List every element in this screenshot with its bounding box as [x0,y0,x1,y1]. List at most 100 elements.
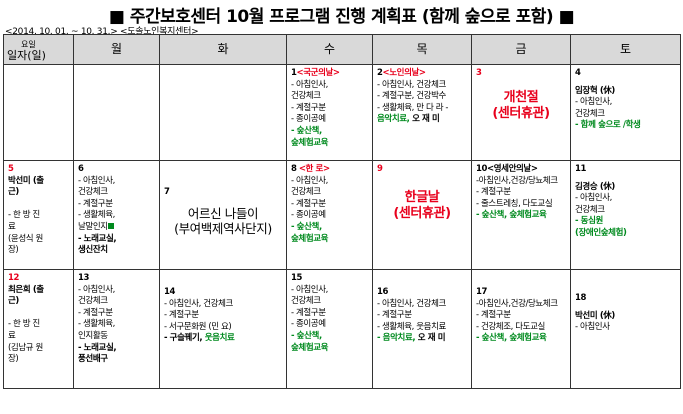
activity: - 한 방 진 [8,210,40,221]
holiday-label: (센터휴관) [393,205,451,221]
activity: 날말인지 [78,221,108,232]
header-day: 토 [570,34,681,65]
day-number: 1 [291,68,297,78]
activity: - 아침인사, 건강체크 [164,298,233,309]
day-number: 9 [377,164,383,174]
day-cell: 4 임장혁 (休) - 아침인사, 건강체크 - 함께 숲으로 /학생 [570,64,681,161]
day-number: 4 [575,68,581,78]
week-row: 1<국군의날> - 아침인사, 건강체크 - 계절구분 - 종이공예 - 숲산책… [3,64,681,161]
activity: - 서구문화원 (민 요) [164,321,232,332]
holiday-label: 개천절 [503,89,539,105]
activity: - 아침인사, [291,175,328,186]
day-number: 8 [291,164,297,174]
holiday-label: (센터휴관) [492,105,550,121]
day-number: 17 [476,287,488,297]
activity: 건강체크 [291,296,321,307]
event-title: 어르신 나들이 [187,206,259,221]
staff-off: 김경승 (休) [575,181,615,192]
day-cell: 6 - 아침인사, 건강체크 - 계절구분 - 생활체육, 날말인지 - 노래교… [73,160,160,270]
activity: - 생활체육, 웃음치료 [377,321,446,332]
day-number: 5 [8,164,14,174]
spacer [8,199,69,211]
activity: 장) [8,245,19,256]
activity-highlight: - 숲산책, [291,330,322,341]
day-cell-holiday: 3 개천절 (센터휴관) [471,64,571,161]
day-number: 7 [164,187,170,197]
activity: - 계절구분 [164,310,199,321]
activity: - 계절구분 [291,307,326,318]
activity-bold: - 구슬꿰기, [164,333,203,344]
green-square-icon [107,223,114,230]
activity: - 생활체육, [78,210,115,221]
activity: 건강체크 [575,108,605,119]
activity: 오 재 미 [409,114,440,125]
activity-highlight: - 숲산책, 숲체험교육 [476,210,547,221]
activity: - 종이공예 [291,210,326,221]
day-cell: 17 -아침인사,건강/당뇨체크 - 계절구분 - 건강체조, 다도교실 - 숲… [471,269,571,389]
event-location: (부여백제역사단지) [174,221,272,236]
activity: - 아침인사, [575,97,612,108]
activity: (윤성식 원 [8,233,43,244]
day-cell: 11 김경승 (休) - 아침인사, 건강체크 - 동심원 (장애인숲체험) [570,160,681,270]
day-cell: 13 - 아침인사, 건강체크 - 계절구분 - 생활체육, 인지활동 - 노래… [73,269,160,389]
activity: 료 [8,330,16,341]
activity: 건강체크 [291,187,321,198]
activity: - 계절구분 [291,102,326,113]
activity: (김남규 원 [8,342,43,353]
holiday-tag: <국군의날> [296,68,341,78]
activity: - 계절구분 [476,310,511,321]
activity: - 아침인사, [575,193,612,204]
activity: 건강체크 [575,204,605,215]
day-number: 11 [575,164,587,174]
activity: - 생활체육, [78,319,115,330]
activity-bold: 풍선배구 [78,354,108,365]
day-cell: 18 박선미 (休) - 아침인사 [570,269,681,389]
schedule-table: 요일 일자(일) 월 화 수 목 금 토 1<국군의날> - 아침인사, 건강체… [3,34,681,389]
staff-name: 박선미 (출 [8,175,44,186]
day-cell: 15 - 아침인사, 건강체크 - 계절구분 - 종이공예 - 숲산책, 숲체험… [286,269,373,389]
activity-highlight: 숲체험교육 [291,342,329,353]
day-cell: 8 <한 로> - 아침인사, 건강체크 - 계절구분 - 종이공예 - 숲산책… [286,160,373,270]
activity-highlight: - 숲산책, [291,221,322,232]
day-cell: 1<국군의날> - 아침인사, 건강체크 - 계절구분 - 종이공예 - 숲산책… [286,64,373,161]
staff-off: 임장혁 (休) [575,85,615,96]
day-number: 2 [377,68,383,78]
day-cell: 2<노인의날> - 아침인사, 건강체크 - 계절구분, 건강박수 - 생활체육… [372,64,472,161]
activity: - 아침인사, [291,284,328,295]
activity: 건강체크 [78,187,108,198]
day-cell: 14 - 아침인사, 건강체크 - 계절구분 - 서구문화원 (민 요) - 구… [159,269,287,389]
activity-bold: - 노래교실, [78,342,117,353]
day-number: 12 [8,273,20,283]
day-number: 14 [164,287,176,297]
day-cell: 5 박선미 (출 근) - 한 방 진 료 (윤성식 원 장) [3,160,74,270]
day-cell-holiday: 9 한글날 (센터휴관) [372,160,472,270]
day-cell-empty [73,64,160,161]
activity-highlight: 음악치료, [377,114,410,125]
activity: 료 [8,221,16,232]
staff-name: 근) [8,187,19,198]
activity: - 계절구분 [78,307,113,318]
day-cell-empty [159,64,287,161]
activity: - 아침인사, 건강체크 [377,298,446,309]
staff-name: 근) [8,296,19,307]
activity: 건강체크 [78,296,108,307]
activity: - 종이공예 [291,114,326,125]
activity-bold: - 노래교실, [78,233,117,244]
activity: - 계절구분 [78,198,113,209]
day-cell: 7 어르신 나들이 (부여백제역사단지) [159,160,287,270]
activity: - 계절구분, 건강박수 [377,91,446,102]
activity-highlight: 숲체험교육 [291,137,329,148]
activity-highlight: - 함께 숲으로 /학생 [575,120,641,131]
day-cell: 12 최은희 (출 근) - 한 방 진 료 (김남규 원 장) [3,269,74,389]
holiday-tag: <노인의날> [382,68,427,78]
day-number: 10 [476,164,488,174]
activity-highlight: - 음악치료, [377,333,416,344]
day-number: 16 [377,287,389,297]
activity: - 계절구분 [291,198,326,209]
page-title: ■ 주간보호센터 10월 프로그램 진행 계획표 (함께 숲으로 포함) ■ [108,7,575,27]
page-subtitle: <2014. 10. 01. ~ 10. 31.> <도솔노인복지센터> [5,27,199,37]
activity-highlight: 숲체험교육 [291,233,329,244]
staff-off: 박선미 (休) [575,310,615,321]
activity: 오 재 미 [415,333,446,344]
header-date-label: 일자(일) [7,48,46,62]
